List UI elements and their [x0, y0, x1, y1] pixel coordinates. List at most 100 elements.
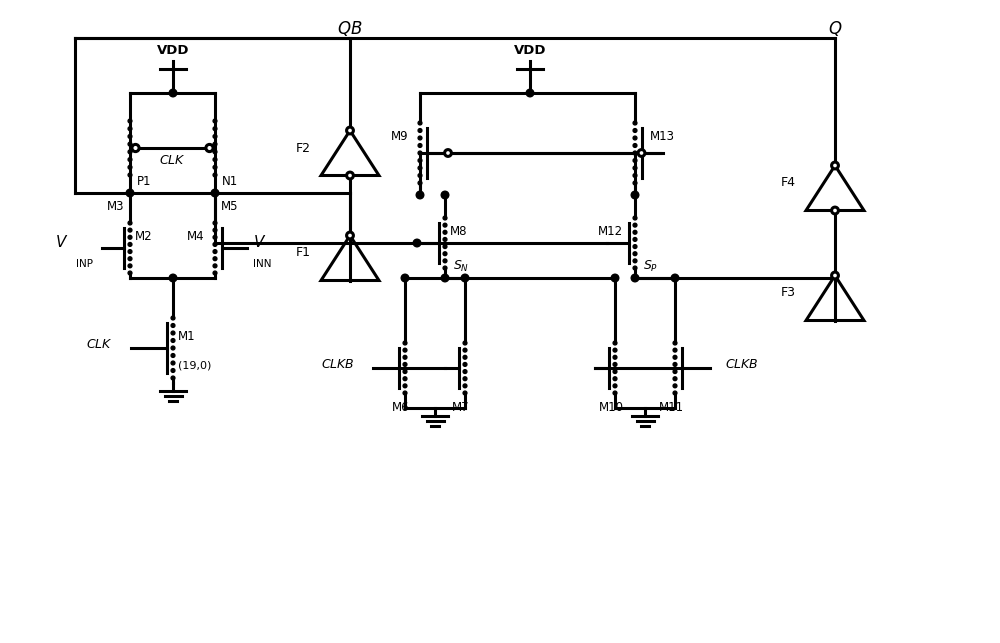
Circle shape: [403, 391, 407, 395]
Circle shape: [401, 274, 409, 282]
Circle shape: [613, 370, 617, 374]
Circle shape: [347, 127, 353, 134]
Circle shape: [633, 151, 637, 155]
Circle shape: [169, 274, 177, 282]
Circle shape: [213, 119, 217, 123]
Circle shape: [213, 127, 217, 131]
Circle shape: [443, 230, 447, 234]
Circle shape: [631, 191, 639, 199]
Circle shape: [443, 259, 447, 263]
Circle shape: [633, 174, 637, 177]
Circle shape: [128, 165, 132, 169]
Circle shape: [128, 221, 132, 225]
Circle shape: [633, 166, 637, 170]
Circle shape: [463, 370, 467, 374]
Text: $V$: $V$: [55, 234, 68, 250]
Circle shape: [213, 173, 217, 177]
Circle shape: [463, 341, 467, 345]
Circle shape: [413, 239, 421, 247]
Text: $CLK$: $CLK$: [159, 154, 186, 167]
Circle shape: [128, 150, 132, 154]
Circle shape: [171, 316, 175, 320]
Circle shape: [443, 266, 447, 270]
Circle shape: [633, 237, 637, 241]
Circle shape: [128, 134, 132, 138]
Circle shape: [128, 271, 132, 275]
Text: M7: M7: [452, 401, 470, 414]
Circle shape: [443, 245, 447, 248]
Circle shape: [213, 257, 217, 260]
Circle shape: [418, 129, 422, 132]
Circle shape: [832, 272, 838, 279]
Circle shape: [171, 323, 175, 327]
Circle shape: [463, 356, 467, 359]
Circle shape: [128, 249, 132, 253]
Text: M13: M13: [650, 130, 675, 143]
Circle shape: [418, 166, 422, 170]
Circle shape: [631, 274, 639, 282]
Text: VDD: VDD: [157, 44, 189, 57]
Circle shape: [206, 145, 213, 152]
Circle shape: [403, 377, 407, 381]
Text: (19,0): (19,0): [178, 360, 211, 370]
Circle shape: [613, 363, 617, 367]
Circle shape: [633, 136, 637, 140]
Circle shape: [169, 89, 177, 97]
Circle shape: [633, 230, 637, 234]
Circle shape: [633, 266, 637, 270]
Text: $Q$: $Q$: [828, 19, 842, 39]
Text: $CLKB$: $CLKB$: [725, 358, 759, 370]
Circle shape: [171, 368, 175, 372]
Text: M4: M4: [187, 230, 205, 243]
Circle shape: [403, 349, 407, 352]
Circle shape: [126, 189, 134, 197]
Circle shape: [347, 172, 353, 179]
Text: M1: M1: [178, 330, 196, 343]
Circle shape: [673, 370, 677, 374]
Circle shape: [213, 158, 217, 161]
Text: INP: INP: [76, 259, 93, 269]
Circle shape: [128, 173, 132, 177]
Circle shape: [403, 341, 407, 345]
Circle shape: [673, 349, 677, 352]
Circle shape: [441, 191, 449, 199]
Circle shape: [128, 119, 132, 123]
Circle shape: [463, 363, 467, 367]
Circle shape: [633, 252, 637, 256]
Circle shape: [445, 150, 451, 156]
Circle shape: [443, 216, 447, 220]
Text: F2: F2: [296, 141, 311, 154]
Text: F4: F4: [781, 176, 796, 190]
Circle shape: [213, 242, 217, 246]
Circle shape: [441, 274, 449, 282]
Circle shape: [128, 242, 132, 246]
Circle shape: [633, 245, 637, 248]
Circle shape: [463, 391, 467, 395]
Text: $QB$: $QB$: [337, 19, 363, 39]
Circle shape: [633, 259, 637, 263]
Circle shape: [673, 391, 677, 395]
Circle shape: [673, 341, 677, 345]
Circle shape: [211, 189, 219, 197]
Circle shape: [673, 377, 677, 381]
Circle shape: [418, 121, 422, 125]
Text: $S_N$: $S_N$: [453, 259, 469, 274]
Circle shape: [132, 145, 139, 152]
Text: $V$: $V$: [253, 234, 266, 250]
Circle shape: [171, 346, 175, 350]
Circle shape: [171, 376, 175, 380]
Text: P1: P1: [137, 175, 152, 188]
Circle shape: [213, 134, 217, 138]
Circle shape: [213, 249, 217, 253]
Circle shape: [443, 237, 447, 241]
Text: M6: M6: [392, 401, 410, 414]
Text: M11: M11: [658, 401, 684, 414]
Circle shape: [213, 165, 217, 169]
Circle shape: [633, 159, 637, 163]
Text: VDD: VDD: [514, 44, 546, 57]
Circle shape: [613, 377, 617, 381]
Text: M2: M2: [135, 230, 153, 243]
Circle shape: [673, 356, 677, 359]
Circle shape: [613, 356, 617, 359]
Circle shape: [633, 143, 637, 147]
